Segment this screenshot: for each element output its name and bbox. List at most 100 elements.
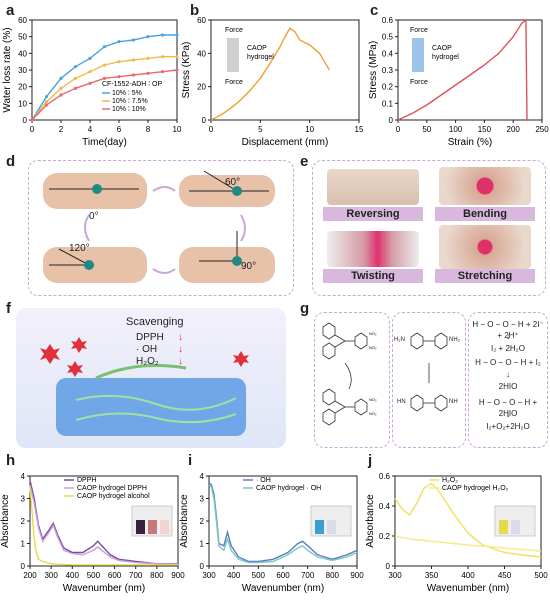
y-tick-label: 0 [386, 562, 391, 571]
x-tick-label: 400 [227, 571, 241, 580]
legend-label: 10% ∶ 7.5% [112, 98, 148, 105]
tmb-amine-right: NH₂ [449, 337, 460, 343]
panel-label-f: f [6, 300, 11, 317]
x-tick-label: 500 [87, 571, 101, 580]
cycle-arrows [84, 186, 246, 274]
x-tick-label: 900 [171, 571, 185, 580]
data-point [88, 70, 92, 74]
panel-label-j: j [368, 452, 373, 469]
data-point [88, 81, 92, 85]
eq-arrow-1: ↓ [506, 332, 510, 341]
x-tick-label: 15 [355, 125, 364, 134]
legend-label: 10% ∶ 5% [112, 90, 142, 97]
y-tick-label: 3 [21, 495, 26, 504]
vial [499, 520, 508, 534]
data-point [117, 60, 121, 64]
y-tick-label: 0 [202, 116, 207, 125]
x-tick-label: 600 [276, 571, 290, 580]
series-line-2 [208, 484, 358, 564]
plot-frame [210, 19, 360, 121]
y-axis-label: Absorbance [179, 494, 190, 548]
y-tick-label: 1 [21, 540, 26, 549]
x-tick-label: 5 [258, 125, 263, 134]
x-tick-label: 600 [108, 571, 122, 580]
scavenging-oh: · OH [136, 344, 158, 355]
data-point [88, 56, 92, 60]
inset-force-top: Force [410, 27, 428, 34]
x-tick-label: 10 [173, 125, 182, 134]
vial [511, 520, 520, 534]
vial [160, 520, 169, 534]
x-axis-label: Wavenumber (nm) [63, 583, 145, 594]
eq-line-4: 2HIO [498, 382, 518, 391]
y-tick-label: 20 [18, 83, 27, 92]
x-axis-label: Wavenumber (nm) [242, 583, 324, 594]
reversing-photo [327, 169, 419, 205]
x-tick-label: 450 [498, 571, 512, 580]
x-tick-label: 200 [23, 571, 37, 580]
data-point [59, 93, 63, 97]
data-point [73, 76, 78, 80]
y-tick-label: 4 [21, 472, 26, 481]
legend-label: CAOP hydrogel H₂O₂ [442, 485, 509, 492]
x-tick-label: 6 [117, 125, 122, 134]
eq-line-2: I₂ + 2H₂O [491, 344, 525, 353]
svg-text:NO₂: NO₂ [369, 411, 377, 416]
x-tick-label: 0 [396, 125, 401, 134]
finger-flexion-panel: 0° 60° 120° 90° [28, 160, 294, 296]
down-arrow-2: ↓ [178, 344, 183, 355]
y-tick-label: 1 [200, 540, 205, 549]
dpph-structure: NO₂ NO₂ NO₂ NO₂ [322, 322, 377, 426]
y-tick-label: 0.4 [382, 49, 394, 58]
x-tick-label: 700 [129, 571, 143, 580]
eq-line-5: H − O − O − H + 2HIO [478, 398, 538, 418]
eq-line-1: H − O − O − H + 2I⁻ + 2H⁺ [472, 320, 544, 340]
x-tick-label: 300 [388, 571, 402, 580]
down-arrow-1: ↓ [178, 332, 183, 343]
x-tick-label: 400 [66, 571, 80, 580]
angle-label-60: 60° [225, 177, 241, 188]
x-tick-label: 150 [478, 125, 492, 134]
x-tick-label: 10 [305, 125, 314, 134]
inset-force-bottom: Force [410, 79, 428, 86]
iodide-reaction-box: H − O − O − H + 2I⁻ + 2H⁺ ↓ I₂ + 2H₂O H … [468, 312, 548, 448]
series-line-2 [29, 484, 179, 565]
x-tick-label: 250 [535, 125, 549, 134]
twisting-photo [327, 231, 419, 267]
y-tick-label: 2 [200, 517, 205, 526]
data-point [146, 56, 150, 60]
eq-arrow-2: ↓ [506, 370, 510, 379]
data-point [146, 71, 150, 75]
bending-photo [439, 167, 531, 205]
tmb-imine-left: HN [397, 399, 406, 405]
x-tick-label: 900 [350, 571, 364, 580]
scavenging-title: Scavenging [126, 316, 184, 328]
data-point [160, 55, 165, 59]
angle-label-90: 90° [241, 261, 257, 272]
y-tick-label: 0 [389, 116, 394, 125]
x-axis-label: Wavenumber (nm) [427, 583, 509, 594]
x-tick-label: 100 [449, 125, 463, 134]
x-tick-label: 4 [88, 125, 93, 134]
vial [148, 520, 157, 534]
y-tick-label: 60 [18, 16, 27, 25]
data-point [102, 45, 107, 49]
data-point [117, 40, 121, 44]
tmb-imine-right: NH [449, 399, 458, 405]
chart-h2o2-absorbance: 300 350 400 450 500 0 0.2 0.4 0.6 Wavenumber (nm)… [365, 472, 548, 594]
finger-0-photo [43, 173, 147, 209]
chart-dpph-absorbance: 200 300 400 500 600 700 800 900 0 1 2 3 4 Wavenumber … [0, 472, 185, 594]
legend-label: H₂O₂ [442, 477, 458, 484]
twisting-label: Twisting [323, 269, 423, 283]
series-line-3 [29, 487, 178, 566]
data-point [30, 118, 34, 122]
panel-label-c: c [370, 2, 379, 19]
angle-label-120: 120° [69, 243, 90, 254]
data-point [131, 38, 136, 42]
finger-60-photo [179, 170, 275, 207]
inset-name: hydrogel [247, 54, 274, 61]
data-point [102, 76, 107, 80]
inset-force-top: Force [225, 27, 243, 34]
panel-label-i: i [188, 452, 193, 469]
legend-label: DPPH [77, 477, 96, 484]
